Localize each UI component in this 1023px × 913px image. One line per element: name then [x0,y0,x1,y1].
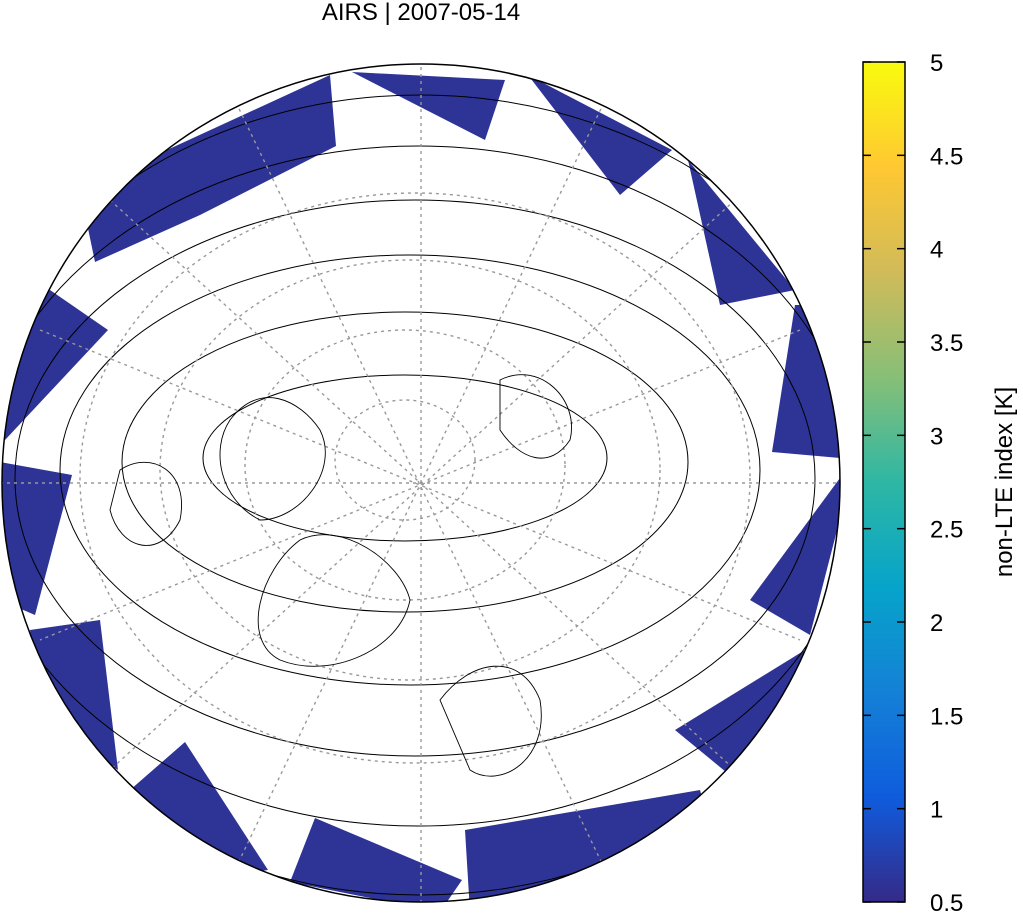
latitude-circle [2,94,840,896]
latitude-circle [59,254,761,686]
meridians [2,64,840,902]
colorbar [862,61,906,903]
graticule [2,64,840,902]
colorbar-gradient [862,61,906,903]
swath [30,620,118,770]
colorbar-tick-label: 4.5 [930,143,963,170]
colorbar-label: non-LTE index [K] [991,387,1018,577]
map [2,64,840,902]
colorbar-tick-label: 2.5 [930,517,963,544]
swath [465,790,720,902]
colorbar-tick-label: 2 [930,610,943,637]
colorbar-tick-label: 4 [930,237,943,264]
graticule-circle [159,259,661,681]
latitude-circle [202,374,608,542]
swath [688,160,795,305]
graticule-circle [334,399,476,521]
latitude-circle [2,145,840,827]
colorbar-tick-label: 3.5 [930,330,963,357]
map-border [1,63,841,903]
graticule-circle [79,192,751,764]
colorbar-tick-label: 3 [930,423,943,450]
colorbar-tick-label: 0.5 [930,890,963,913]
swath [2,462,72,615]
swath [130,742,268,880]
swath [528,75,672,195]
colorbar-tick-label: 1.5 [930,703,963,730]
latitude-circle [14,199,816,757]
swath [80,75,336,262]
graticule-circle [244,329,566,601]
colorbar-tick-label: 5 [930,50,943,77]
latitude-circle [121,311,689,613]
swath [750,478,840,635]
colorbar-tick-label: 1 [930,797,943,824]
swath [352,72,505,140]
chart-title: AIRS | 2007-05-14 [322,0,520,26]
coastline [109,374,572,777]
